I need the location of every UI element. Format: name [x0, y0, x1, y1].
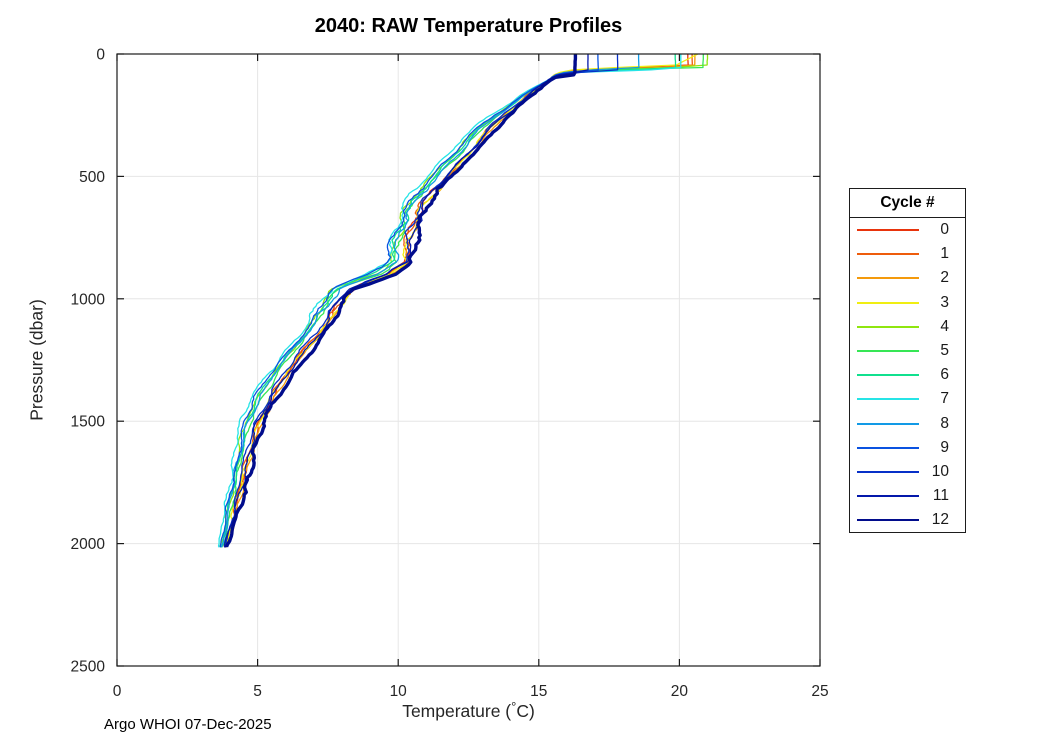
- profile-line-cycle-8: [220, 54, 640, 548]
- legend-line-swatch: [857, 446, 919, 449]
- legend-line-swatch: [857, 398, 919, 401]
- profile-line-cycle-2: [225, 54, 696, 548]
- x-tick-label: 10: [390, 683, 408, 700]
- legend-item: 1: [850, 242, 965, 266]
- y-tick-label: 1000: [71, 291, 106, 308]
- legend-line-swatch: [857, 301, 919, 304]
- x-tick-label: 5: [253, 683, 262, 700]
- profile-line-cycle-0: [224, 54, 689, 548]
- x-tick-label: 25: [811, 683, 828, 700]
- legend-label: 4: [940, 317, 949, 335]
- legend-label: 6: [940, 366, 949, 384]
- legend-line-swatch: [857, 229, 919, 232]
- legend-item: 0: [850, 218, 965, 242]
- y-tick-label: 1500: [71, 414, 106, 431]
- legend-label: 8: [940, 414, 949, 432]
- legend-label: 12: [931, 511, 949, 529]
- legend-item: 4: [850, 315, 965, 339]
- legend-item: 2: [850, 266, 965, 290]
- legend-label: 2: [940, 269, 949, 287]
- profile-line-cycle-11: [223, 54, 589, 548]
- legend-line-swatch: [857, 519, 919, 522]
- legend-label: 3: [940, 293, 949, 311]
- x-axis-label: Temperature (°C): [402, 699, 535, 721]
- legend-label: 11: [932, 487, 949, 505]
- profile-line-cycle-1: [224, 54, 693, 548]
- chart-title: 2040: RAW Temperature Profiles: [314, 15, 623, 37]
- legend-label: 5: [940, 342, 949, 360]
- legend-item: 8: [850, 412, 965, 436]
- x-tick-label: 15: [530, 683, 547, 700]
- profile-line-cycle-6: [220, 54, 677, 548]
- legend-rows: 0 1 2 3 4 5 6 7 8 9 10 11 12: [850, 218, 965, 532]
- legend-line-swatch: [857, 422, 919, 425]
- legend: Cycle # 0 1 2 3 4 5 6 7 8 9 10 11 12: [849, 188, 966, 534]
- legend-item: 3: [850, 291, 965, 315]
- legend-item: 9: [850, 436, 965, 460]
- legend-item: 5: [850, 339, 965, 363]
- legend-line-swatch: [857, 495, 919, 498]
- legend-line-swatch: [857, 470, 919, 473]
- legend-item: 12: [850, 508, 965, 532]
- y-tick-label: 2500: [71, 659, 106, 676]
- legend-line-swatch: [857, 277, 919, 280]
- legend-label: 10: [931, 462, 949, 480]
- profile-line-cycle-9: [219, 54, 599, 548]
- legend-item: 10: [850, 460, 965, 484]
- legend-item: 6: [850, 363, 965, 387]
- legend-label: 7: [940, 390, 949, 408]
- profile-line-cycle-5: [221, 54, 704, 548]
- legend-label: 9: [940, 438, 949, 456]
- legend-line-swatch: [857, 253, 919, 256]
- legend-line-swatch: [857, 350, 919, 353]
- profile-line-cycle-7: [217, 54, 682, 548]
- legend-line-swatch: [857, 374, 919, 377]
- legend-item: 7: [850, 387, 965, 411]
- axes-box: [116, 53, 821, 667]
- profile-line-cycle-12: [224, 54, 578, 548]
- profile-line-cycle-3: [224, 54, 698, 548]
- legend-item: 11: [850, 484, 965, 508]
- y-tick-label: 500: [79, 169, 105, 186]
- y-tick-label: 2000: [71, 536, 106, 553]
- legend-label: 1: [940, 245, 949, 263]
- x-tick-label: 0: [113, 683, 122, 700]
- legend-line-swatch: [857, 325, 919, 328]
- y-axis-label: Pressure (dbar): [26, 299, 47, 421]
- profile-line-cycle-10: [223, 54, 619, 548]
- footer-text: Argo WHOI 07-Dec-2025: [104, 716, 272, 733]
- profile-line-cycle-4: [219, 54, 709, 548]
- x-tick-label: 20: [671, 683, 689, 700]
- legend-label: 0: [940, 221, 949, 239]
- degree-symbol: °: [511, 699, 517, 714]
- y-tick-label: 0: [96, 47, 105, 64]
- legend-title: Cycle #: [850, 189, 965, 218]
